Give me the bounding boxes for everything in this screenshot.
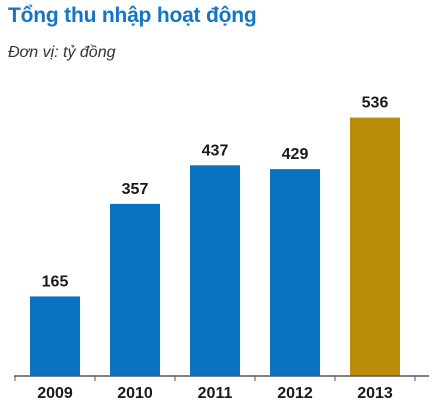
- chart-title: Tổng thu nhập hoạt động: [8, 4, 257, 27]
- bar-2009: [30, 296, 80, 376]
- bar-2011: [190, 165, 240, 376]
- category-label-2010: 2010: [117, 385, 153, 402]
- category-label-2009: 2009: [37, 385, 73, 402]
- value-label-2012: 429: [282, 146, 309, 163]
- bar-2013: [350, 117, 400, 377]
- category-label-2013: 2013: [357, 385, 393, 402]
- labels-group: 165 2009 357 2010 437 2011 429 2012 536 2013: [37, 95, 393, 402]
- category-label-2012: 2012: [277, 385, 313, 402]
- bar-2012: [270, 169, 320, 376]
- category-label-2011: 2011: [198, 385, 233, 402]
- x-axis: [14, 375, 429, 381]
- value-label-2009: 165: [42, 273, 69, 290]
- bars-group: [30, 117, 400, 377]
- value-label-2010: 357: [122, 181, 149, 198]
- chart-subtitle-unit: Đơn vị: tỷ đồng: [8, 44, 116, 61]
- value-label-2013: 536: [362, 95, 389, 112]
- bar-2010: [110, 203, 160, 376]
- value-label-2011: 437: [202, 142, 229, 159]
